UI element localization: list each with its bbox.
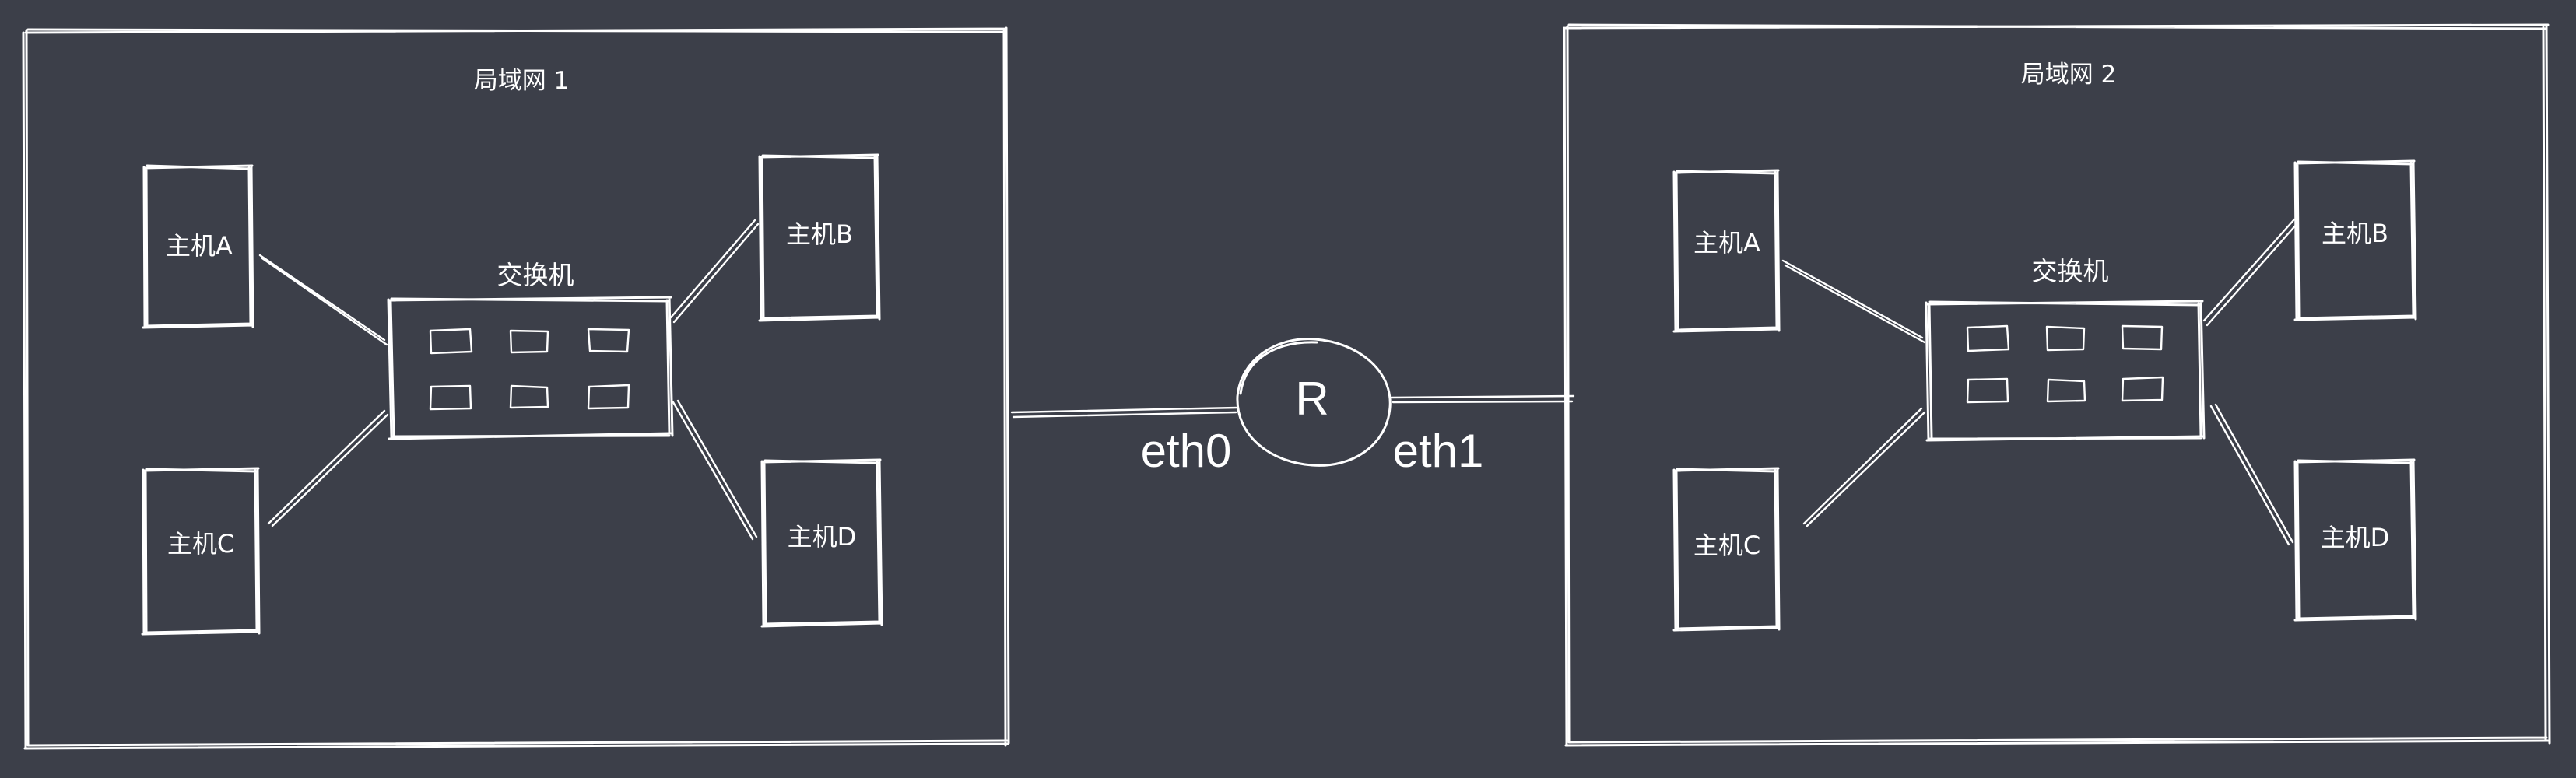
lan2-host-a-box <box>1672 169 1781 333</box>
lan2-cable-b <box>2202 218 2299 327</box>
lan2-switch-port <box>1966 324 2010 352</box>
lan2-switch: 交换机 <box>1925 256 2206 442</box>
lan1-switch-ports <box>429 328 630 411</box>
lan2-host-c-box <box>1672 467 1781 632</box>
lan1-host-c-label: 主机C <box>167 529 234 559</box>
lan1-host-b-label: 主机B <box>786 219 853 249</box>
lan2-cables <box>1781 218 2299 546</box>
lan2-host-b: 主机B <box>2293 159 2417 321</box>
lan1-host-a-label: 主机A <box>166 231 233 261</box>
lan2-frame <box>1563 23 2551 747</box>
router-port-eth1: eth1 <box>1393 425 1484 477</box>
lan2-cable-d <box>2209 403 2294 546</box>
lan1-host-a-box <box>142 164 254 329</box>
router-port-eth0: eth0 <box>1141 425 1232 477</box>
lan2-switch-port <box>1966 377 2009 404</box>
lan1-host-c-box <box>141 467 261 636</box>
lan1-switch-port <box>509 384 549 409</box>
lan1-switch-port <box>587 328 630 353</box>
lan2-host-d-label: 主机D <box>2321 523 2390 552</box>
lan1-cable-d <box>672 399 758 541</box>
lan2-group: 局域网 2 交换机 主机A 主机B 主机C <box>1563 23 2551 747</box>
lan2-switch-ports <box>1966 324 2164 404</box>
link-lan1-router <box>1010 406 1239 419</box>
lan2-host-a-label: 主机A <box>1693 228 1760 258</box>
lan1-host-c: 主机C <box>141 467 261 636</box>
lan1-group: 局域网 1 交换机 主机A 主机B 主机C <box>22 26 1010 750</box>
lan1-title: 局域网 1 <box>474 67 570 95</box>
lan2-switch-label: 交换机 <box>2032 256 2109 286</box>
lan2-host-d-box <box>2293 458 2417 622</box>
router-group: R eth0 eth1 <box>1010 338 1575 477</box>
lan1-switch-port <box>429 328 473 355</box>
lan1-switch-box <box>387 296 674 440</box>
lan2-cable-a <box>1781 259 1926 344</box>
lan1-host-a: 主机A <box>142 164 254 329</box>
lan2-host-b-label: 主机B <box>2322 219 2388 248</box>
lan2-title: 局域网 2 <box>2021 61 2117 89</box>
link-router-lan2 <box>1390 394 1575 404</box>
lan1-cable-c <box>267 409 389 527</box>
lan2-switch-port <box>2121 324 2164 351</box>
router-label: R <box>1295 373 1328 425</box>
lan2-host-c: 主机C <box>1672 467 1781 632</box>
lan1-host-b-box <box>758 153 881 322</box>
lan1-switch-port <box>587 384 630 410</box>
lan1-host-d: 主机D <box>760 458 883 628</box>
lan1-host-d-box <box>760 458 883 628</box>
lan1-host-b: 主机B <box>758 153 881 322</box>
lan2-switch-port <box>2045 325 2086 352</box>
lan2-switch-box <box>1925 300 2206 442</box>
lan1-switch-port <box>509 329 549 354</box>
lan1-switch-label: 交换机 <box>497 260 574 290</box>
lan2-switch-port <box>2121 376 2164 402</box>
lan1-switch-port <box>429 384 472 411</box>
lan2-switch-port <box>2046 378 2086 403</box>
lan2-host-c-label: 主机C <box>1693 531 1760 560</box>
router-circle <box>1236 338 1392 467</box>
lan2-host-d: 主机D <box>2293 458 2417 622</box>
lan1-cables <box>258 219 760 541</box>
lan2-cable-c <box>1802 407 1926 527</box>
lan2-host-b-box <box>2293 159 2417 321</box>
lan1-host-d-label: 主机D <box>788 522 857 552</box>
lan1-frame <box>22 26 1010 750</box>
lan2-host-a: 主机A <box>1672 169 1781 333</box>
lan1-cable-a <box>258 254 388 346</box>
lan1-cable-b <box>669 219 760 324</box>
lan1-switch: 交换机 <box>387 260 674 440</box>
